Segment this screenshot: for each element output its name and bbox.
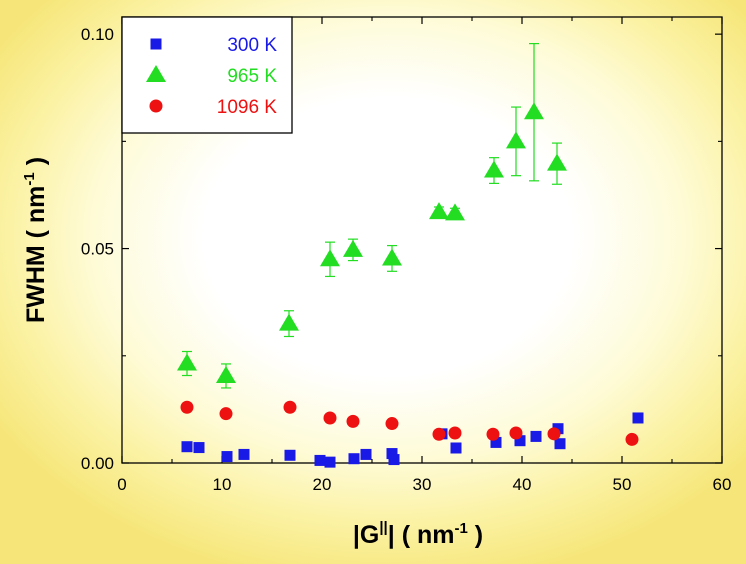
data-point [509, 426, 523, 440]
x-tick-label: 0 [117, 475, 126, 494]
data-point [490, 436, 502, 448]
data-point [445, 203, 465, 221]
y-tick-label: 0.00 [81, 454, 114, 473]
x-axis-title-exponent: -1 [454, 520, 467, 537]
data-point [193, 442, 205, 454]
data-point [314, 454, 326, 466]
y-tick-label: 0.10 [81, 25, 114, 44]
x-axis-title-end: ) [468, 521, 483, 549]
data-point [385, 417, 399, 431]
axis-ticks: 0 10 20 30 40 50 60 0.00 0.05 0.10 [81, 17, 732, 494]
legend: 300 K 965 K 1096 K [121, 16, 293, 134]
data-point [216, 365, 236, 383]
y-axis-title: FWHM ( nm-1 ) [21, 157, 50, 323]
data-point [547, 427, 561, 441]
x-tick-label: 60 [713, 475, 732, 494]
data-point [625, 432, 639, 446]
data-point [484, 160, 504, 178]
x-axis-title-main: |G [353, 521, 379, 549]
y-axis-title-main: FWHM ( nm [22, 186, 50, 323]
x-axis-title-rest: | ( nm [388, 521, 455, 549]
data-point [450, 442, 462, 454]
data-point [429, 202, 449, 220]
data-point [346, 414, 360, 428]
data-point [486, 427, 500, 441]
data-point [432, 427, 446, 441]
legend-marker [149, 99, 163, 113]
data-point [386, 448, 398, 460]
data-point [530, 430, 542, 442]
data-point [547, 153, 567, 171]
x-tick-label: 50 [613, 475, 632, 494]
x-tick-label: 10 [213, 475, 232, 494]
data-point [552, 423, 564, 435]
data-point [514, 435, 526, 447]
data-point [343, 239, 363, 257]
x-tick-label: 40 [513, 475, 532, 494]
data-point [219, 407, 233, 421]
legend-marker [146, 65, 166, 82]
y-axis-title-exponent: -1 [21, 172, 38, 185]
legend-label: 965 K [227, 66, 277, 87]
data-point [284, 449, 296, 461]
data-point [554, 438, 566, 450]
data-point [348, 453, 360, 465]
legend-label: 300 K [227, 35, 277, 56]
legend-label: 1096 K [217, 97, 278, 118]
data-point [323, 411, 337, 425]
y-tick-label: 0.05 [81, 240, 114, 259]
data-point [448, 426, 462, 440]
data-point [524, 102, 544, 120]
data-point [320, 249, 340, 267]
x-axis-title: |G||| ( nm-1 ) [353, 519, 483, 549]
data-point [388, 454, 400, 466]
data-point [283, 400, 297, 414]
x-tick-label: 20 [313, 475, 332, 494]
data-point [279, 313, 299, 331]
legend-marker [150, 38, 162, 50]
data-point [324, 456, 336, 468]
x-tick-label: 30 [413, 475, 432, 494]
data-markers [177, 102, 644, 468]
y-axis-title-end: ) [22, 157, 50, 172]
data-point [180, 400, 194, 414]
data-point [177, 353, 197, 371]
data-point [221, 451, 233, 463]
data-point [382, 248, 402, 266]
data-point [506, 131, 526, 149]
data-point [181, 441, 193, 453]
x-axis-title-superscript: || [379, 519, 387, 536]
data-point [360, 448, 372, 460]
data-point [632, 412, 644, 424]
data-point [238, 448, 250, 460]
